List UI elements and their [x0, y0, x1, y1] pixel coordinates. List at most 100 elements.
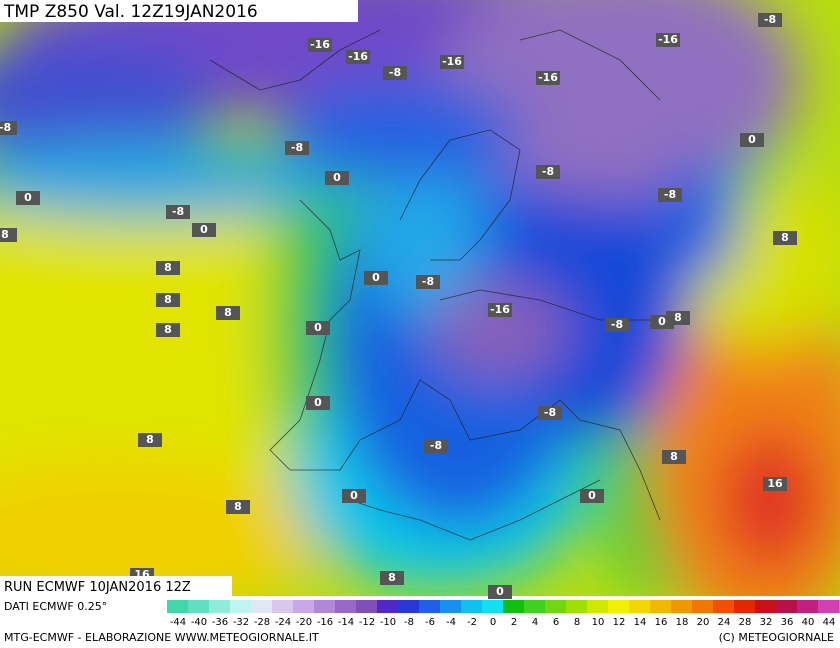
isotherm-label: 0 — [588, 489, 596, 502]
isotherm-label: 8 — [164, 323, 172, 336]
isotherm-label-box — [138, 433, 162, 447]
colorbar-swatch — [629, 600, 650, 613]
colorbar-swatch — [587, 600, 608, 613]
isotherm-label-box — [156, 323, 180, 337]
isotherm-label: -8 — [544, 406, 556, 419]
colorbar-swatch — [650, 600, 671, 613]
isotherm-label-box — [325, 171, 349, 185]
isotherm-label: 8 — [146, 433, 154, 446]
colorbar-swatch — [692, 600, 713, 613]
colorbar-label: -16 — [317, 617, 333, 628]
colorbar-swatch — [335, 600, 356, 613]
isotherm-label-box — [306, 396, 330, 410]
colorbar-label: 20 — [697, 617, 710, 628]
colorbar-label: -20 — [296, 617, 312, 628]
colorbar-swatch — [377, 600, 398, 613]
isotherm-label-box — [488, 303, 512, 317]
isotherm-label: 0 — [496, 585, 504, 598]
colorbar-label: -12 — [359, 617, 375, 628]
colorbar-label: 10 — [592, 617, 605, 628]
run-box — [0, 576, 232, 596]
isotherm-label-box — [440, 55, 464, 69]
colorbar-label: 44 — [823, 617, 836, 628]
colorbar-label: -10 — [380, 617, 396, 628]
isotherm-label-box — [342, 489, 366, 503]
isotherm-label: 8 — [164, 293, 172, 306]
colorbar-swatch — [566, 600, 587, 613]
isotherm-label-box — [364, 271, 388, 285]
colorbar-swatch — [398, 600, 419, 613]
isotherm-label: -8 — [611, 318, 623, 331]
colorbar-swatch — [251, 600, 272, 613]
colorbar-label: -24 — [275, 617, 291, 628]
isotherm-label: 8 — [234, 500, 242, 513]
colorbar-label: -36 — [212, 617, 228, 628]
isotherm-label: -16 — [310, 38, 330, 51]
isotherm-label-box — [666, 311, 690, 325]
isotherm-label: 0 — [333, 171, 341, 184]
colorbar-swatch — [776, 600, 797, 613]
footer-right: (C) METEOGIORNALE — [719, 631, 834, 644]
colorbar-swatch — [167, 600, 188, 613]
colorbar-label: 36 — [781, 617, 794, 628]
isotherm-label: -16 — [490, 303, 510, 316]
isotherm-label: 0 — [24, 191, 32, 204]
isotherm-label: -16 — [442, 55, 462, 68]
colorbar-label: -14 — [338, 617, 354, 628]
colorbar-label: -2 — [467, 617, 477, 628]
isotherm-label-box — [605, 318, 629, 332]
colorbar-swatch — [356, 600, 377, 613]
colorbar-swatch — [671, 600, 692, 613]
isotherm-label: 16 — [767, 477, 783, 490]
isotherm-label: 8 — [224, 306, 232, 319]
isotherm-label-box — [306, 321, 330, 335]
colorbar-label: 32 — [760, 617, 773, 628]
isotherm-label: -8 — [764, 13, 776, 26]
isotherm-label-box — [216, 306, 240, 320]
isotherm-label: -8 — [389, 66, 401, 79]
colorbar-swatch — [818, 600, 839, 613]
isotherm-label: -8 — [542, 165, 554, 178]
isotherm-label: -16 — [658, 33, 678, 46]
isotherm-label-box — [285, 141, 309, 155]
isotherm-label-box — [380, 571, 404, 585]
isotherm-label-box — [383, 66, 407, 80]
colorbar-label: -40 — [191, 617, 207, 628]
colorbar-swatch — [188, 600, 209, 613]
isotherm-label: 8 — [674, 311, 682, 324]
isotherm-label: 0 — [748, 133, 756, 146]
colorbar-label: 40 — [802, 617, 815, 628]
colorbar-swatch — [755, 600, 776, 613]
isotherm-label-box — [773, 231, 797, 245]
colorbar-swatch — [545, 600, 566, 613]
isotherm-label: 0 — [350, 489, 358, 502]
isotherm-label-box — [538, 406, 562, 420]
colorbar-label: 18 — [676, 617, 689, 628]
isotherm-label-box — [424, 439, 448, 453]
isotherm-label-box — [740, 133, 764, 147]
isotherm-label-box — [16, 191, 40, 205]
colorbar-swatch — [419, 600, 440, 613]
colorbar-label: 16 — [655, 617, 668, 628]
colorbar-label: 8 — [574, 617, 580, 628]
isotherm-label-box — [192, 223, 216, 237]
colorbar-label: -8 — [404, 617, 414, 628]
colorbar-swatch — [713, 600, 734, 613]
colorbar-swatch — [314, 600, 335, 613]
coastlines — [209, 29, 661, 541]
isotherm-label: -8 — [430, 439, 442, 452]
isotherm-label-box — [156, 261, 180, 275]
isotherm-label-box — [346, 50, 370, 64]
isotherm-label: 8 — [164, 261, 172, 274]
isotherm-label: 0 — [200, 223, 208, 236]
colorbar-label: -44 — [170, 617, 186, 628]
isotherm-label: -8 — [0, 121, 11, 134]
colorbar-label: 6 — [553, 617, 559, 628]
colorbar-label: 0 — [490, 617, 496, 628]
isotherm-label-box — [166, 205, 190, 219]
isotherm-label-box — [226, 500, 250, 514]
colorbar-swatch — [440, 600, 461, 613]
colorbar-label: 28 — [739, 617, 752, 628]
